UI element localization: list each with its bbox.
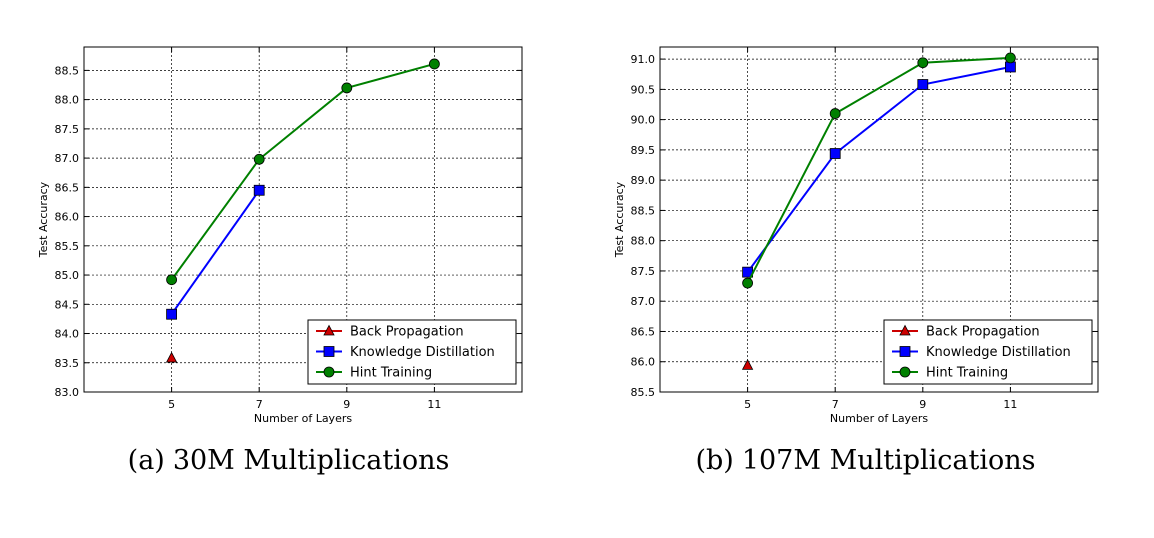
y-tick-label: 87.0 xyxy=(631,295,656,308)
y-tick-label: 87.5 xyxy=(631,265,656,278)
series-back-propagation-b xyxy=(741,359,754,370)
y-tick-label: 86.0 xyxy=(631,356,656,369)
y-axis-label-b: Test Accuracy xyxy=(613,181,626,258)
legend-label: Knowledge Distillation xyxy=(926,345,1071,360)
caption-text-a: 30M Multiplications xyxy=(172,445,450,476)
y-tick-label: 87.5 xyxy=(55,123,80,136)
y-tick-label: 86.5 xyxy=(55,181,80,194)
y-tick-label: 90.5 xyxy=(631,83,656,96)
y-tick-label: 84.0 xyxy=(55,328,80,341)
caption-tag-b: (b) xyxy=(695,445,734,476)
series-line xyxy=(170,62,435,281)
x-axis-label-b: Number of Layers xyxy=(830,412,928,425)
legend-a: Back Propagation Knowledge Distillation Hi… xyxy=(307,319,517,385)
y-tick-label: 85.5 xyxy=(55,240,80,253)
chart-caption-a: (a) 30M Multiplications xyxy=(0,445,577,476)
legend-swatch-marker xyxy=(323,366,335,378)
legend-swatch-marker xyxy=(899,346,911,357)
plot-frame-b xyxy=(659,46,1099,393)
data-point xyxy=(742,277,754,289)
y-tick-label: 89.5 xyxy=(631,144,656,157)
legend-swatch-marker xyxy=(899,324,911,336)
y-tick-label: 85.0 xyxy=(55,269,80,282)
legend-label: Knowledge Distillation xyxy=(350,345,495,360)
y-tick-label: 88.5 xyxy=(55,64,80,77)
legend-swatch-marker xyxy=(323,346,335,357)
y-tick-label: 89.0 xyxy=(631,174,656,187)
y-tick-label: 83.0 xyxy=(55,386,80,399)
series-knowledge-distillation-b xyxy=(742,61,1016,278)
data-point xyxy=(166,308,178,320)
x-tick-label: 9 xyxy=(343,398,350,411)
y-tick-label: 88.0 xyxy=(55,94,80,107)
data-point xyxy=(1004,52,1016,64)
x-tick-label: 9 xyxy=(919,398,926,411)
data-point xyxy=(1004,61,1016,73)
data-point xyxy=(341,82,353,94)
legend-box xyxy=(307,319,517,385)
legend-b: Back Propagation Knowledge Distillation Hi… xyxy=(883,319,1093,385)
chart-panel-b: 5 7 9 11 85.5 86.0 86.5 87.0 87.5 88.0 88.5 89.0 89.… xyxy=(577,0,1154,538)
y-tick-label: 88.0 xyxy=(631,235,656,248)
x-tick-label: 11 xyxy=(427,398,441,411)
x-tick-label: 5 xyxy=(744,398,751,411)
plot-frame-a xyxy=(83,46,523,393)
y-tick-label: 86.0 xyxy=(55,211,80,224)
chart-panel-a: 5 7 9 11 83.0 83.5 84.0 84.5 85.0 85.5 86.0 86.5 87.… xyxy=(0,46,577,476)
legend-box xyxy=(883,319,1093,385)
legend-label: Back Propagation xyxy=(350,325,464,340)
data-point xyxy=(917,57,929,69)
data-point xyxy=(428,58,440,70)
legend-swatch-marker xyxy=(899,366,911,378)
data-point xyxy=(253,153,265,165)
data-point xyxy=(165,351,178,363)
series-line xyxy=(746,56,1011,284)
y-tick-label: 84.5 xyxy=(55,298,80,311)
data-point xyxy=(829,108,841,119)
legend-label: Back Propagation xyxy=(926,325,1040,340)
data-point xyxy=(829,148,841,159)
data-point xyxy=(917,79,929,90)
chart-caption-b: (b) 107M Multiplications xyxy=(577,445,1154,476)
legend-label: Hint Training xyxy=(350,366,432,381)
data-point xyxy=(166,274,178,286)
y-axis-label-a: Test Accuracy xyxy=(37,181,50,258)
caption-tag-a: (a) xyxy=(127,445,165,476)
data-point xyxy=(741,359,754,370)
x-tick-label: 7 xyxy=(256,398,263,411)
series-knowledge-distillation-a xyxy=(166,184,265,320)
chart-b: 5 7 9 11 85.5 86.0 86.5 87.0 87.5 88.0 88.5 89.0 89.… xyxy=(613,46,1099,425)
series-line xyxy=(746,65,1011,273)
x-axis-label-a: Number of Layers xyxy=(254,412,352,425)
series-back-propagation-a xyxy=(165,351,178,363)
y-tick-label: 83.5 xyxy=(55,357,80,370)
legend-swatch-marker xyxy=(323,324,335,336)
y-tick-label: 90.0 xyxy=(631,114,656,127)
y-tick-label: 86.5 xyxy=(631,325,656,338)
y-tick-label: 91.0 xyxy=(631,53,656,66)
series-hint-training-b xyxy=(742,52,1016,289)
x-tick-label: 7 xyxy=(832,398,839,411)
caption-text-b: 107M Multiplications xyxy=(741,445,1036,476)
y-tick-label: 87.0 xyxy=(55,152,80,165)
x-tick-label: 11 xyxy=(1003,398,1017,411)
series-hint-training-a xyxy=(166,58,440,286)
chart-a: 5 7 9 11 83.0 83.5 84.0 84.5 85.0 85.5 86.0 86.5 87.… xyxy=(37,46,523,425)
x-tick-label: 5 xyxy=(168,398,175,411)
y-tick-label: 88.5 xyxy=(631,204,656,217)
series-line xyxy=(170,189,261,315)
data-point xyxy=(253,184,265,196)
legend-label: Hint Training xyxy=(926,366,1008,381)
y-tick-label: 85.5 xyxy=(631,386,656,399)
